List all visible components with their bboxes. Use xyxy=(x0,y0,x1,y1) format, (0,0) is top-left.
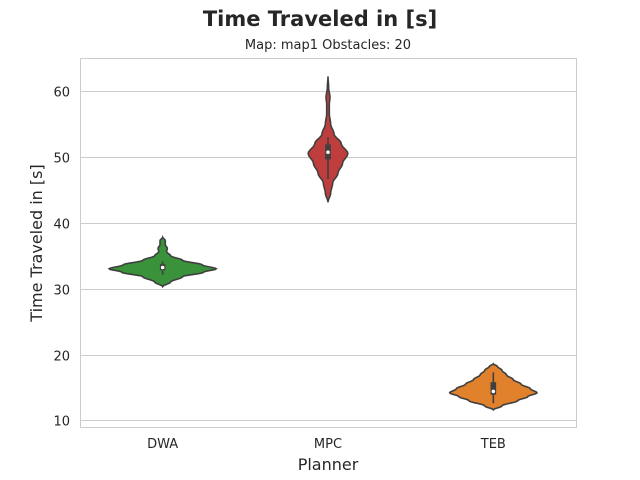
y-tick-label: 10 xyxy=(53,415,70,430)
x-tick-label: MPC xyxy=(314,437,342,452)
median-point xyxy=(160,265,165,270)
plot-frame xyxy=(80,58,577,428)
y-tick-label: 60 xyxy=(53,86,70,101)
median-point xyxy=(326,150,330,155)
y-tick-label: 30 xyxy=(53,284,70,299)
y-tick-label: 20 xyxy=(53,350,70,365)
chart-subtitle: Map: map1 Obstacles: 20 xyxy=(245,38,411,53)
median-point xyxy=(491,389,496,394)
x-tick-label: DWA xyxy=(147,437,178,452)
iqr-box xyxy=(490,382,497,395)
x-axis-label: Planner xyxy=(298,455,359,474)
y-axis-ticks: 10 20 30 40 50 60 xyxy=(53,86,70,430)
y-tick-label: 40 xyxy=(53,218,70,233)
chart-title: Time Traveled in [s] xyxy=(203,7,437,31)
x-axis-ticks: DWA MPC TEB xyxy=(147,437,506,452)
y-tick-label: 50 xyxy=(53,152,70,167)
x-tick-label: TEB xyxy=(480,437,506,452)
violins xyxy=(107,76,538,412)
y-axis-label: Time Traveled in [s] xyxy=(27,164,46,322)
